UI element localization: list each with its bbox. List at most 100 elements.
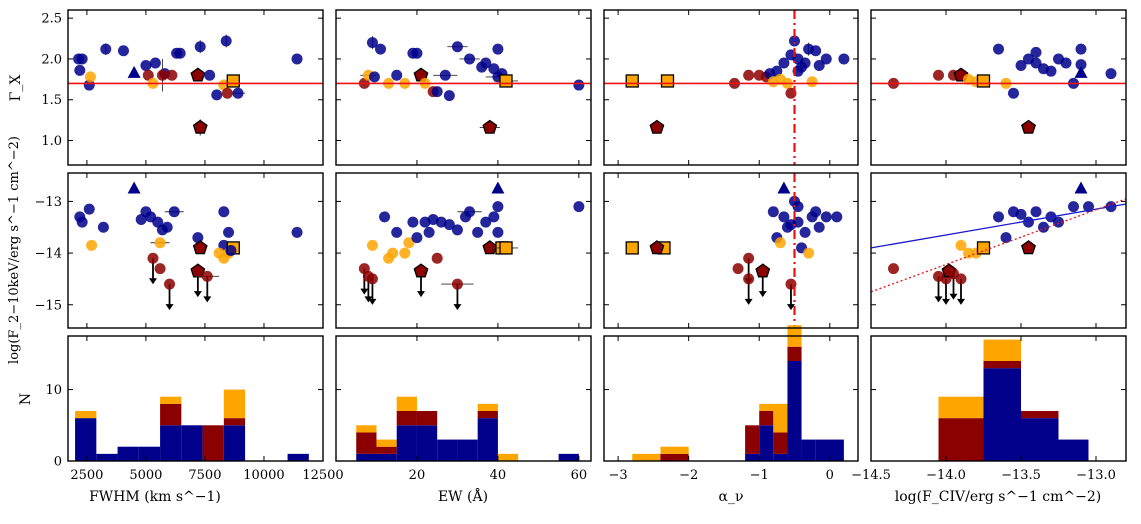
data-point-r1-c2-22 bbox=[492, 43, 504, 55]
histogram-bar-orange bbox=[223, 389, 246, 419]
data-point-r2-c2-23 bbox=[472, 226, 484, 238]
x-tick-label: 7500 bbox=[188, 468, 221, 483]
upper-limit-arrowhead bbox=[368, 298, 377, 305]
histogram-bar-blue bbox=[356, 453, 377, 461]
histogram-bar-orange bbox=[75, 411, 97, 419]
data-point-r1-c3-11 bbox=[778, 57, 790, 69]
fit-line-dotted bbox=[870, 198, 1127, 293]
data-point-r2-c4-6 bbox=[955, 239, 967, 251]
histogram-bar-orange bbox=[477, 403, 498, 411]
data-point-r2-c4-5 bbox=[955, 273, 967, 285]
data-point-r2-c3-10 bbox=[778, 211, 790, 223]
data-point-r1-c1-16 bbox=[166, 69, 178, 81]
panel-frame-r2-c1 bbox=[67, 172, 324, 329]
data-point-r2-c4-20 bbox=[1068, 201, 1079, 213]
data-point-r2-c2-16 bbox=[431, 252, 443, 264]
data-point-r2-c4-19 bbox=[1053, 216, 1064, 228]
histogram-bar-blue bbox=[801, 439, 816, 461]
histogram-bar-blue bbox=[376, 453, 397, 461]
data-point-r2-c2-28 bbox=[492, 201, 504, 213]
data-point-r2-c4-10 bbox=[993, 211, 1004, 223]
data-point-r2-c3-2 bbox=[649, 240, 665, 255]
y-tick-label: 2.5 bbox=[41, 12, 62, 27]
data-point-r2-c3-23 bbox=[831, 211, 843, 223]
histogram-c4 bbox=[938, 339, 1089, 461]
scatter-panel-r1-c3 bbox=[625, 35, 850, 134]
data-point-r2-c1-17 bbox=[192, 232, 204, 244]
data-point-r1-c4-6 bbox=[976, 74, 991, 88]
x-tick-label: −13.5 bbox=[1001, 468, 1041, 483]
upper-limit-arrowhead bbox=[165, 304, 174, 311]
x-tick-label: −2 bbox=[679, 468, 698, 483]
data-point-r2-c1-1 bbox=[76, 216, 88, 228]
data-point-r2-c2-12 bbox=[413, 263, 429, 278]
data-point-r1-c1-3 bbox=[83, 79, 95, 91]
histogram-bar-blue bbox=[416, 425, 438, 461]
data-point-r2-c1-3 bbox=[86, 239, 98, 251]
data-point-r1-c3-4 bbox=[743, 69, 755, 81]
data-point-r1-c3-0 bbox=[625, 74, 639, 88]
data-point-r1-c2-3 bbox=[368, 71, 380, 83]
upper-limit-arrowhead bbox=[934, 296, 943, 303]
data-point-r2-c3-4 bbox=[743, 252, 755, 264]
upper-limit-arrowhead bbox=[193, 291, 202, 298]
histogram-bar-darkred bbox=[356, 432, 377, 454]
data-point-r2-c1-5 bbox=[127, 181, 141, 194]
data-point-r2-c4-0 bbox=[888, 263, 899, 275]
data-point-r2-c2-10 bbox=[407, 216, 419, 228]
data-point-r1-c1-17 bbox=[194, 41, 206, 53]
histogram-bar-orange bbox=[660, 446, 689, 454]
histogram-bar-darkred bbox=[983, 361, 1021, 369]
histogram-bar-darkred bbox=[396, 411, 417, 426]
scatter-panel-r2-c1 bbox=[74, 181, 303, 311]
fit-line-solid bbox=[870, 203, 1127, 249]
scatter-panel-r1-c2 bbox=[358, 36, 585, 134]
histogram-bar-blue bbox=[477, 418, 498, 461]
data-point-r2-c3-20 bbox=[810, 206, 822, 218]
data-point-r1-c2-17 bbox=[464, 53, 476, 65]
panel-frame-r3-c3 bbox=[603, 335, 859, 462]
histogram-bar-blue bbox=[223, 425, 246, 461]
data-point-r2-c2-22 bbox=[464, 206, 476, 218]
x-tick-label: 10000 bbox=[243, 468, 284, 483]
data-point-r1-c2-2 bbox=[366, 37, 378, 49]
data-point-r1-c2-19 bbox=[480, 57, 492, 69]
data-point-r1-c3-1 bbox=[660, 74, 675, 88]
data-point-r1-c4-23 bbox=[1075, 59, 1087, 71]
upper-limit-arrowhead bbox=[149, 278, 157, 285]
x-tick-label: −14.0 bbox=[926, 468, 966, 483]
scatter-panel-r1-c4 bbox=[888, 43, 1117, 134]
data-point-r1-c3-24 bbox=[820, 53, 832, 65]
data-point-r1-c1-15 bbox=[156, 69, 168, 81]
data-point-r1-c1-21 bbox=[211, 89, 223, 101]
data-point-r2-c4-14 bbox=[1023, 216, 1034, 228]
y-tick-label: 0 bbox=[54, 455, 62, 470]
data-point-r1-c3-21 bbox=[806, 76, 818, 88]
x-tick-label: 12500 bbox=[302, 468, 343, 483]
upper-limit-arrowhead bbox=[453, 304, 462, 311]
panel-frame-r1-c4 bbox=[870, 9, 1127, 166]
histogram-bar-darkred bbox=[202, 425, 224, 461]
data-point-r1-c1-1 bbox=[74, 64, 86, 76]
histogram-bar-blue bbox=[181, 425, 203, 461]
data-point-r2-c2-20 bbox=[451, 278, 463, 290]
data-point-r1-c1-22 bbox=[220, 35, 232, 47]
x-tick-label: −13.0 bbox=[1076, 468, 1116, 483]
scatter-panel-r2-c2 bbox=[358, 181, 585, 311]
data-point-r2-c4-11 bbox=[1000, 232, 1012, 244]
histogram-bar-blue bbox=[138, 446, 161, 461]
panel-frame-r3-c4 bbox=[870, 335, 1127, 462]
histogram-bar-blue bbox=[160, 425, 182, 461]
histogram-bar-blue bbox=[745, 453, 760, 461]
data-point-r2-c2-29 bbox=[492, 226, 504, 238]
data-point-r1-c4-10 bbox=[1015, 59, 1027, 71]
histogram-bar-blue bbox=[75, 418, 97, 461]
panel-frame-r2-c2 bbox=[335, 172, 592, 329]
data-point-r1-c2-9 bbox=[411, 47, 423, 59]
data-point-r1-c2-16 bbox=[451, 41, 463, 53]
data-point-r2-c2-6 bbox=[387, 247, 399, 259]
data-point-r1-c4-12 bbox=[1030, 46, 1042, 58]
data-point-r2-c1-21 bbox=[218, 206, 230, 218]
y-axis-label-flux: log(F_2−10keV/erg s^−1 cm^−2) bbox=[7, 136, 22, 364]
